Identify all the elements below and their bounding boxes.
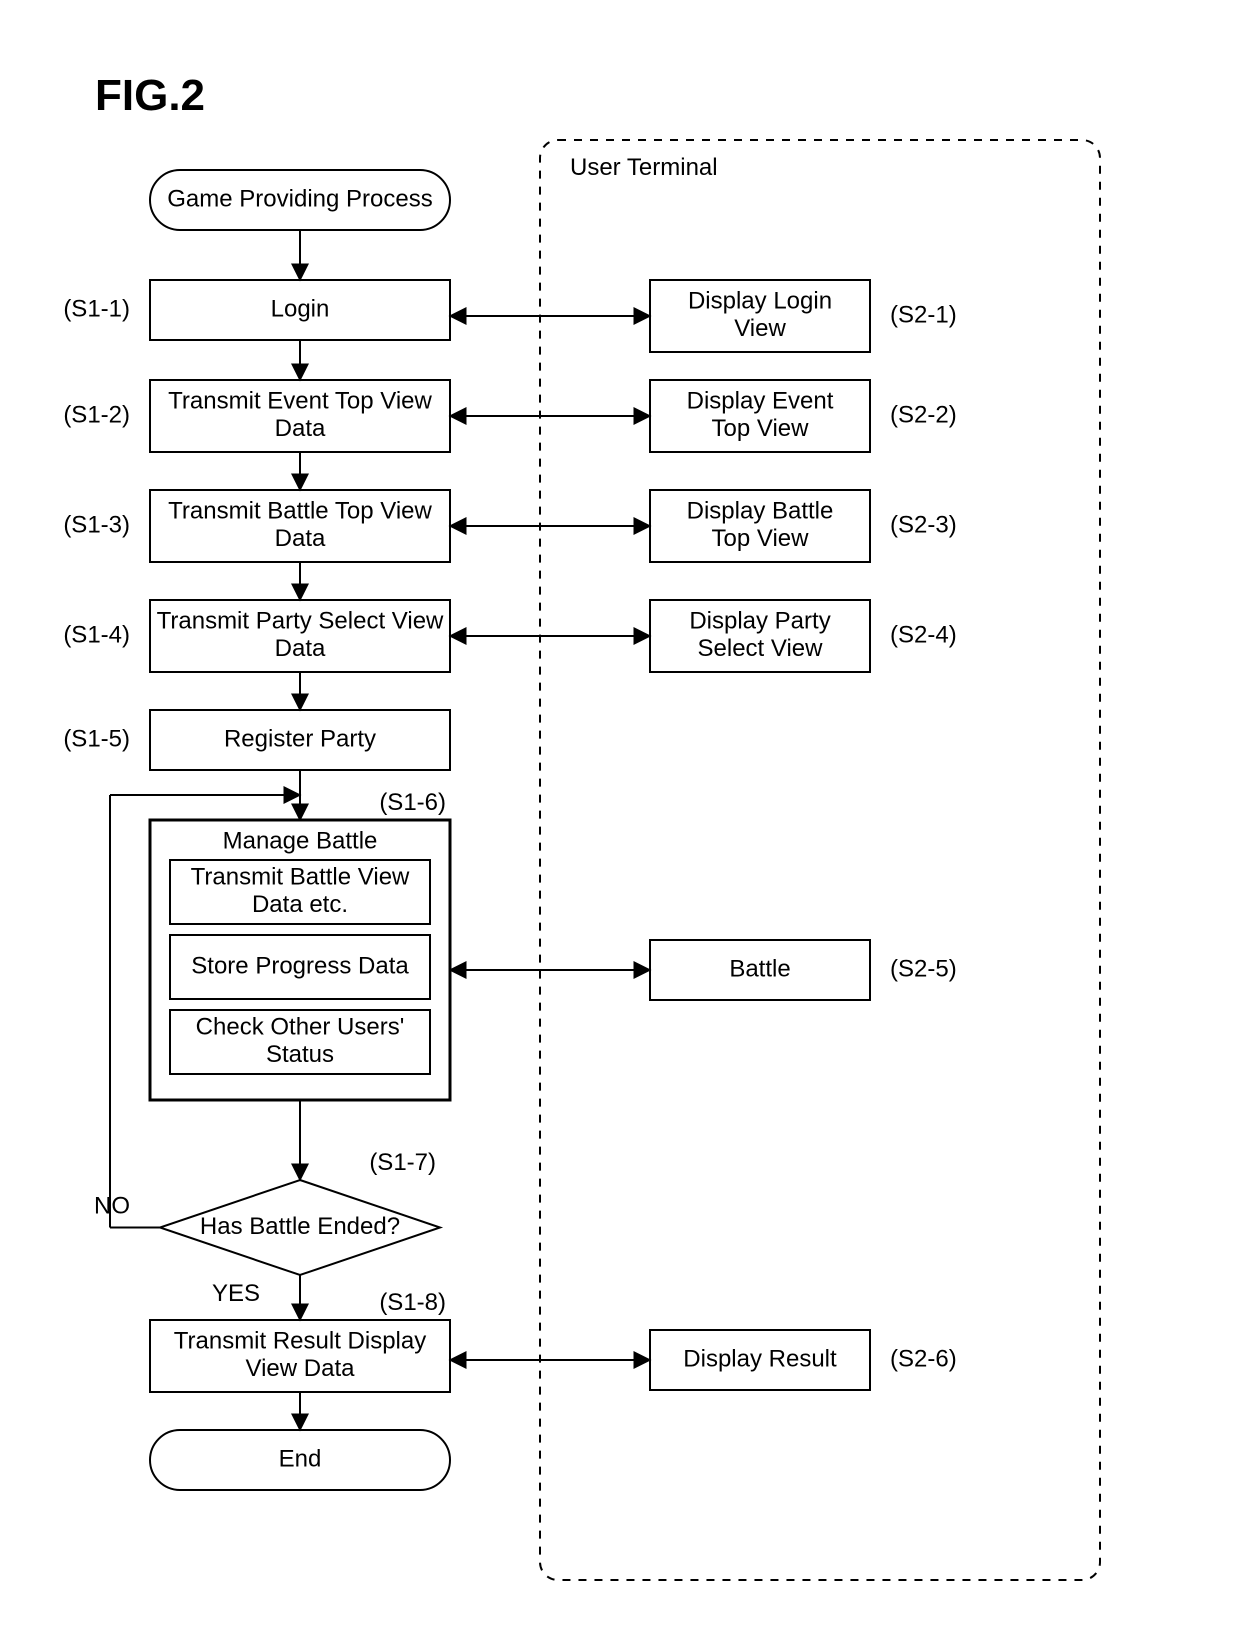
user-terminal-label: User Terminal (570, 154, 718, 181)
svg-text:Data etc.: Data etc. (252, 891, 348, 918)
svg-text:Transmit Battle View: Transmit Battle View (191, 864, 410, 891)
tag-s4: (S1-4) (63, 621, 130, 648)
svg-text:Data: Data (275, 525, 326, 552)
tag-s2: (S1-2) (63, 401, 130, 428)
figure-title: FIG.2 (95, 71, 205, 120)
svg-text:Select View: Select View (698, 635, 824, 662)
tag-s3: (S1-3) (63, 511, 130, 538)
tag-r6: (S2-6) (890, 1345, 957, 1372)
svg-text:Status: Status (266, 1041, 334, 1068)
svg-text:Display Battle: Display Battle (687, 498, 834, 525)
tag-r1: (S2-1) (890, 301, 957, 328)
svg-text:Manage Battle: Manage Battle (223, 827, 378, 854)
svg-text:Data: Data (275, 635, 326, 662)
svg-text:Transmit Event Top View: Transmit Event Top View (168, 388, 432, 415)
svg-text:End: End (279, 1445, 322, 1472)
svg-text:Game Providing Process: Game Providing Process (167, 185, 432, 212)
svg-text:Data: Data (275, 415, 326, 442)
svg-text:Transmit Result Display: Transmit Result Display (174, 1328, 427, 1355)
decision-no: NO (94, 1193, 130, 1220)
svg-text:Transmit Party Select View: Transmit Party Select View (157, 608, 444, 635)
decision-yes: YES (212, 1280, 260, 1307)
svg-text:Has Battle Ended?: Has Battle Ended? (200, 1213, 400, 1240)
svg-text:Register Party: Register Party (224, 725, 376, 752)
svg-text:Check Other Users': Check Other Users' (196, 1014, 405, 1041)
tag-r4: (S2-4) (890, 621, 957, 648)
flowchart-canvas: FIG.2 User Terminal Game Providing Process… (0, 0, 1240, 1628)
tag-s8: (S1-8) (379, 1289, 446, 1316)
svg-text:Transmit Battle Top View: Transmit Battle Top View (168, 498, 432, 525)
svg-text:Top View: Top View (712, 415, 810, 442)
tag-r2: (S2-2) (890, 401, 957, 428)
tag-s1: (S1-1) (63, 295, 130, 322)
svg-text:View: View (734, 315, 786, 342)
tag-r3: (S2-3) (890, 511, 957, 538)
svg-text:Store Progress Data: Store Progress Data (191, 952, 409, 979)
tag-s6: (S1-6) (379, 789, 446, 816)
svg-text:Login: Login (271, 295, 330, 322)
svg-text:Top View: Top View (712, 525, 810, 552)
svg-text:Display Result: Display Result (683, 1345, 837, 1372)
tag-s5: (S1-5) (63, 725, 130, 752)
svg-text:Display Event: Display Event (687, 388, 834, 415)
tag-s7: (S1-7) (369, 1149, 436, 1176)
svg-text:View Data: View Data (246, 1355, 356, 1382)
svg-text:Battle: Battle (729, 955, 790, 982)
tag-r5: (S2-5) (890, 955, 957, 982)
svg-text:Display Party: Display Party (689, 608, 830, 635)
svg-text:Display Login: Display Login (688, 288, 832, 315)
